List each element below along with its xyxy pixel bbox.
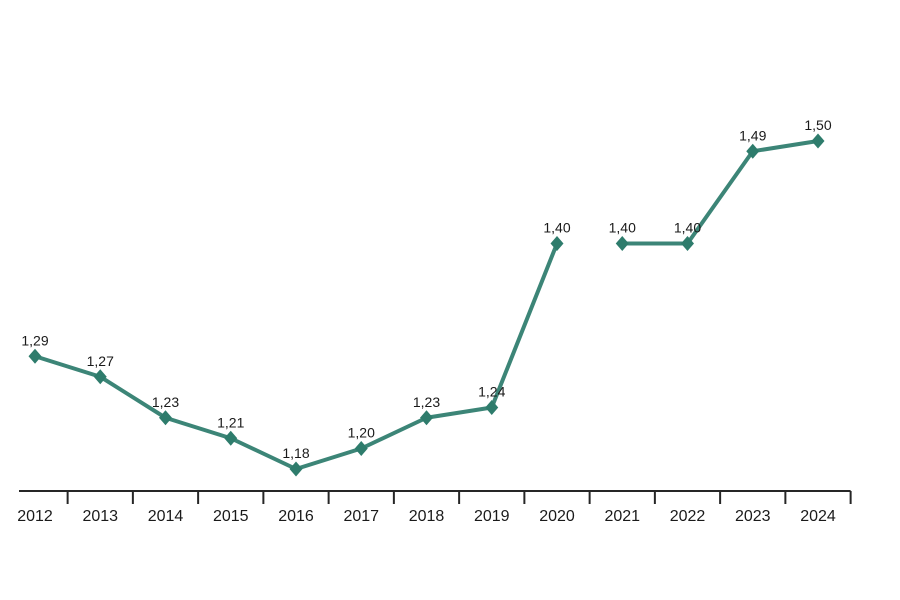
x-tick-label: 2013 [82,508,118,525]
data-point-label: 1,21 [217,414,244,430]
data-point-marker [28,348,42,364]
data-point-label: 1,40 [674,220,701,236]
x-tick-label: 2018 [409,508,445,525]
x-tick-label: 2021 [604,508,640,525]
x-tick-label: 2019 [474,508,510,525]
data-point-marker [159,410,172,426]
x-tick-label: 2012 [17,508,53,525]
data-point-label: 1,29 [21,332,48,348]
data-point-label: 1,18 [282,445,309,461]
x-tick-label: 2014 [148,508,184,525]
data-point-label: 1,40 [609,220,636,236]
x-tick-label: 2024 [800,508,836,525]
data-point-label: 1,49 [739,127,766,143]
data-point-label: 1,24 [478,384,505,400]
x-tick-label: 2016 [278,508,314,525]
data-point-marker [615,236,629,251]
x-tick-label: 2022 [670,508,706,525]
data-point-label: 1,50 [804,117,831,133]
data-point-marker [746,143,760,159]
x-tick-label: 2015 [213,508,249,525]
data-point-marker [354,441,368,456]
data-point-label: 1,23 [152,394,179,410]
data-point-marker [811,133,825,149]
data-point-marker [550,236,564,251]
x-tick-label: 2023 [735,508,771,525]
data-point-marker [681,236,694,251]
data-point-label: 1,27 [87,353,114,369]
series-line-segment [620,139,820,246]
data-point-marker [485,400,499,415]
data-point-marker [420,410,433,426]
x-tick-label: 2020 [539,508,575,525]
data-point-label: 1,40 [543,220,570,236]
data-point-marker [93,369,107,385]
data-point-marker [289,461,303,477]
x-tick-label: 2017 [343,508,379,525]
data-point-marker [224,430,238,446]
data-point-label: 1,23 [413,394,440,410]
data-point-label: 1,20 [348,425,375,441]
